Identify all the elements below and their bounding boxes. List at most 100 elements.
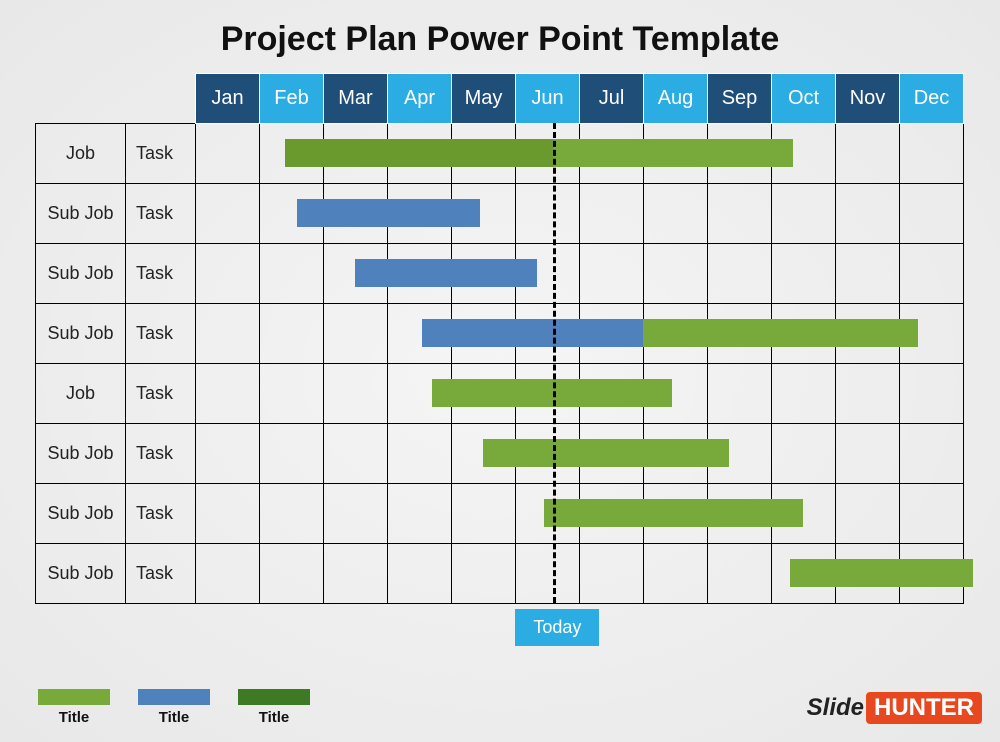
- grid-cell: [900, 484, 964, 544]
- grid-cell: [452, 364, 516, 424]
- grid-cell: [452, 304, 516, 364]
- grid-cell: [580, 244, 644, 304]
- grid-cell: [772, 424, 836, 484]
- today-marker-line: [553, 123, 556, 603]
- grid-cell: [580, 364, 644, 424]
- grid-cell: [196, 124, 260, 184]
- month-header-dec: Dec: [900, 74, 964, 124]
- grid-cell: [644, 364, 708, 424]
- grid-cell: [260, 484, 324, 544]
- grid-cell: [900, 364, 964, 424]
- grid-cell: [260, 544, 324, 604]
- grid-cell: [324, 424, 388, 484]
- month-header-oct: Oct: [772, 74, 836, 124]
- grid-cell: [452, 424, 516, 484]
- grid-cell: [388, 484, 452, 544]
- logo-text-slide: Slide: [807, 694, 864, 722]
- month-header-jun: Jun: [516, 74, 580, 124]
- brand-logo: Slide HUNTER: [807, 692, 982, 724]
- grid-cell: [196, 484, 260, 544]
- grid-cell: [708, 244, 772, 304]
- legend-swatch: [138, 689, 210, 705]
- grid-cell: [708, 484, 772, 544]
- grid-cell: [260, 424, 324, 484]
- grid-cell: [580, 484, 644, 544]
- grid-cell: [580, 544, 644, 604]
- row-job-label: Job: [36, 364, 126, 424]
- grid-cell: [260, 304, 324, 364]
- row-task-label: Task: [126, 124, 196, 184]
- table-row: Sub JobTask: [36, 424, 964, 484]
- grid-cell: [324, 544, 388, 604]
- grid-cell: [388, 304, 452, 364]
- grid-cell: [388, 184, 452, 244]
- grid-cell: [324, 184, 388, 244]
- grid-cell: [452, 244, 516, 304]
- month-header-mar: Mar: [324, 74, 388, 124]
- month-header-apr: Apr: [388, 74, 452, 124]
- row-task-label: Task: [126, 484, 196, 544]
- grid-cell: [516, 304, 580, 364]
- legend-label: Title: [238, 709, 310, 726]
- grid-cell: [516, 124, 580, 184]
- row-job-label: Sub Job: [36, 184, 126, 244]
- month-header-jul: Jul: [580, 74, 644, 124]
- table-row: Sub JobTask: [36, 304, 964, 364]
- row-job-label: Sub Job: [36, 424, 126, 484]
- grid-cell: [260, 364, 324, 424]
- table-row: Sub JobTask: [36, 484, 964, 544]
- grid-cell: [452, 484, 516, 544]
- grid-cell: [900, 424, 964, 484]
- legend-swatch: [38, 689, 110, 705]
- row-job-label: Sub Job: [36, 484, 126, 544]
- grid-cell: [516, 364, 580, 424]
- month-header-feb: Feb: [260, 74, 324, 124]
- grid-cell: [452, 184, 516, 244]
- grid-cell: [324, 124, 388, 184]
- grid-cell: [196, 304, 260, 364]
- grid-cell: [900, 184, 964, 244]
- grid-cell: [324, 364, 388, 424]
- legend: TitleTitleTitle: [38, 689, 310, 726]
- grid-cell: [772, 364, 836, 424]
- row-task-label: Task: [126, 544, 196, 604]
- grid-cell: [644, 184, 708, 244]
- grid-cell: [516, 484, 580, 544]
- row-task-label: Task: [126, 304, 196, 364]
- row-task-label: Task: [126, 184, 196, 244]
- grid-cell: [196, 544, 260, 604]
- grid-cell: [708, 124, 772, 184]
- grid-cell: [260, 124, 324, 184]
- grid-cell: [708, 424, 772, 484]
- grid-cell: [260, 244, 324, 304]
- grid-cell: [388, 124, 452, 184]
- legend-item: Title: [238, 689, 310, 726]
- grid-cell: [388, 364, 452, 424]
- grid-cell: [644, 484, 708, 544]
- grid-cell: [772, 244, 836, 304]
- row-task-label: Task: [126, 424, 196, 484]
- grid-cell: [772, 124, 836, 184]
- grid-cell: [324, 484, 388, 544]
- grid-cell: [388, 424, 452, 484]
- grid-cell: [452, 544, 516, 604]
- grid-cell: [900, 124, 964, 184]
- grid-cell: [836, 184, 900, 244]
- grid-cell: [644, 424, 708, 484]
- legend-item: Title: [138, 689, 210, 726]
- grid-cell: [196, 184, 260, 244]
- page-title: Project Plan Power Point Template: [0, 0, 1000, 73]
- grid-cell: [900, 544, 964, 604]
- grid-cell: [900, 244, 964, 304]
- grid-cell: [196, 364, 260, 424]
- table-row: Sub JobTask: [36, 184, 964, 244]
- today-marker-label: Today: [515, 609, 599, 646]
- grid-cell: [836, 544, 900, 604]
- grid-cell: [580, 424, 644, 484]
- grid-cell: [900, 304, 964, 364]
- grid-cell: [516, 184, 580, 244]
- grid-cell: [772, 304, 836, 364]
- grid-cell: [644, 544, 708, 604]
- grid-cell: [772, 484, 836, 544]
- grid-cell: [772, 544, 836, 604]
